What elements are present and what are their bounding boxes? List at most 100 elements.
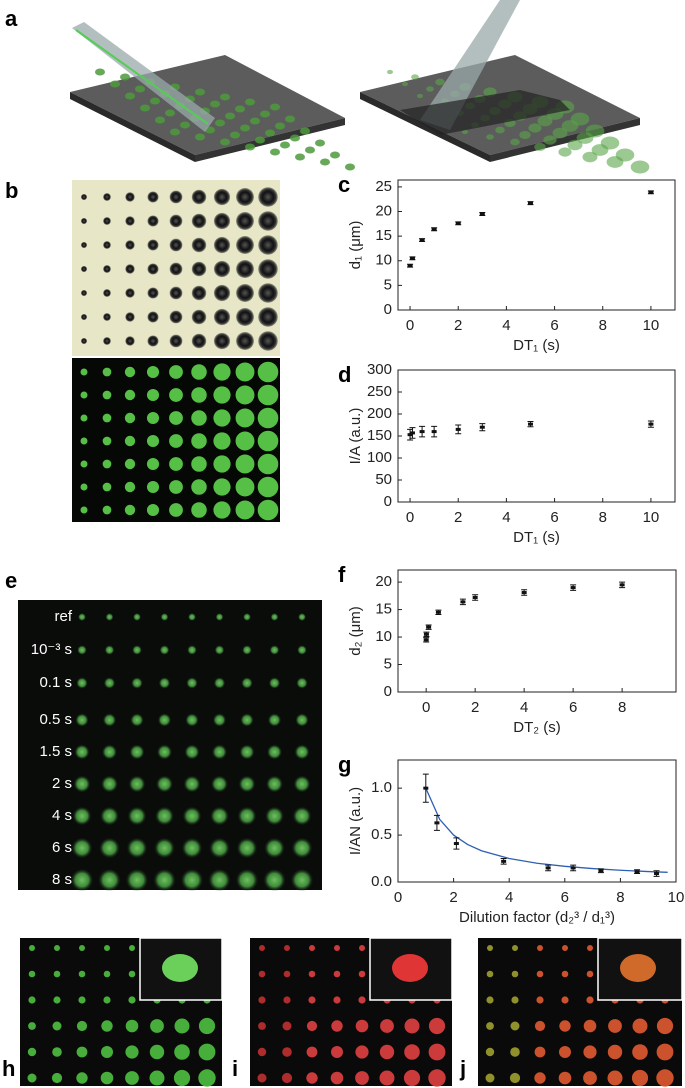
droplet [169,238,183,252]
droplet [180,868,204,892]
droplet [169,411,183,425]
droplet [235,105,245,113]
droplet [293,775,311,793]
droplet [125,264,135,274]
droplet [125,868,149,892]
y-axis-title: I/A (a.u.) [347,408,364,465]
droplet [81,266,87,272]
droplet [27,1047,37,1057]
panel-label: b [5,178,18,203]
droplet [102,505,112,515]
droplet [77,645,87,655]
x-tick-label: 0 [394,889,402,906]
droplet [98,868,121,892]
droplet [486,1022,494,1030]
x-tick-label: 2 [454,317,462,334]
droplet [169,480,183,494]
droplet [80,460,88,468]
droplet [561,120,579,132]
point [455,221,461,225]
droplet [124,366,136,378]
droplet [315,139,325,147]
droplet [213,501,231,519]
droplet [124,435,136,447]
droplet [333,996,341,1004]
droplet [52,1021,62,1031]
droplet [102,713,117,727]
droplet [536,996,544,1004]
droplet [71,837,93,859]
droplet [146,411,160,425]
inset-droplet [392,954,428,982]
droplet [485,1073,495,1083]
droplet [128,775,146,793]
droplet [591,144,609,156]
droplet [558,1071,572,1085]
droplet [149,1044,165,1060]
droplet [235,408,255,428]
droplet [188,613,196,621]
droplet [567,139,583,151]
x-axis-title: Dilution factor (d₂³ / d₁³) [459,909,615,926]
droplet [29,945,35,951]
point [648,422,654,426]
droplet [81,194,87,200]
droplet [127,806,147,826]
droplet [309,945,315,951]
point [521,591,527,595]
droplet [630,160,650,174]
droplet [103,337,111,345]
droplet [103,677,116,689]
droplet [355,1045,369,1059]
droplet [510,138,520,146]
droplet [169,503,183,517]
droplet [265,806,284,826]
droplet [169,334,183,348]
droplet [296,677,308,689]
droplet [174,1018,190,1034]
droplet [536,970,544,978]
droplet [258,970,266,978]
point [407,264,413,268]
droplet [236,308,254,326]
droplet [125,216,135,226]
droplet [103,241,111,249]
point [479,425,485,429]
x-axis-title: DT₂ (s) [513,719,560,736]
droplet [146,434,160,448]
droplet [250,117,260,125]
droplet [561,996,569,1004]
y-axis-title: d₂ (μm) [347,606,364,655]
droplet [285,115,295,123]
droplet [428,1043,446,1061]
droplet [404,1044,420,1060]
plot-frame [397,179,676,311]
y-tick-label: 20 [375,202,392,219]
droplet [81,242,87,248]
droplet [75,713,89,727]
droplet [213,284,231,302]
droplet [213,212,231,230]
droplet [270,148,280,156]
droplet [191,213,207,229]
droplet [235,385,255,405]
droplet [81,218,87,224]
point [527,201,533,205]
droplet [243,613,251,621]
row-label: 4 s [52,807,72,824]
droplet [213,332,231,350]
panel-label: e [5,568,17,593]
droplet [269,645,280,655]
point [453,842,459,846]
droplet [124,412,136,424]
droplet [135,85,145,93]
droplet [128,996,136,1004]
droplet [169,262,183,276]
droplet [258,996,266,1004]
droplet [257,407,279,429]
droplet [300,127,310,135]
droplet [146,365,160,379]
droplet [158,677,171,689]
droplet [213,236,231,254]
droplet [656,1043,674,1061]
